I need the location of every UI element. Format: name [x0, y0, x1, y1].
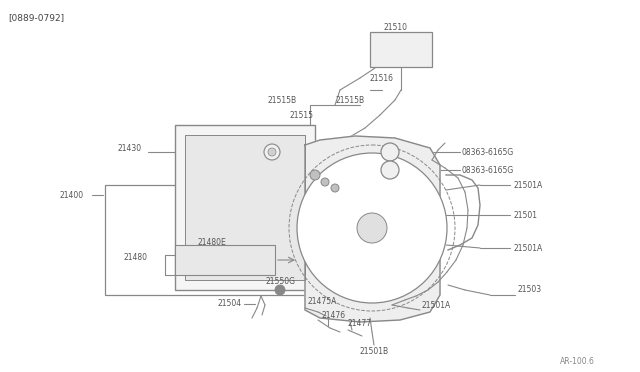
Text: 21501: 21501 — [513, 211, 537, 219]
Text: 21515: 21515 — [290, 110, 314, 119]
Text: S: S — [387, 167, 392, 173]
Text: 08363-6165G: 08363-6165G — [462, 148, 515, 157]
Text: 21475A: 21475A — [307, 298, 337, 307]
Text: AR-100.6: AR-100.6 — [560, 357, 595, 366]
Text: 21515B: 21515B — [268, 96, 297, 105]
Text: 21501A: 21501A — [513, 180, 542, 189]
Circle shape — [275, 285, 285, 295]
Text: 21430: 21430 — [118, 144, 142, 153]
Text: 21480: 21480 — [123, 253, 147, 263]
Circle shape — [297, 153, 447, 303]
Bar — [105, 185, 325, 295]
Circle shape — [381, 161, 399, 179]
Circle shape — [310, 170, 320, 180]
Bar — [175, 125, 315, 290]
Text: 21501B: 21501B — [360, 347, 389, 356]
Text: 21550G: 21550G — [265, 278, 295, 286]
Text: 21480E: 21480E — [197, 237, 226, 247]
Text: 21400F: 21400F — [333, 189, 362, 198]
Bar — [185, 135, 305, 280]
Text: 21515B: 21515B — [335, 96, 364, 105]
Text: 21400: 21400 — [60, 190, 84, 199]
Text: 21503: 21503 — [517, 285, 541, 295]
Circle shape — [268, 148, 276, 156]
Text: S: S — [387, 149, 392, 155]
Text: 21476: 21476 — [322, 311, 346, 320]
Text: 21510: 21510 — [383, 22, 407, 32]
Circle shape — [381, 143, 399, 161]
Bar — [370, 32, 432, 67]
Text: 21435N: 21435N — [198, 141, 228, 150]
Circle shape — [264, 144, 280, 160]
Text: 21516: 21516 — [370, 74, 394, 83]
Text: 21501A: 21501A — [513, 244, 542, 253]
Text: [0889-0792]: [0889-0792] — [8, 13, 64, 22]
Circle shape — [321, 178, 329, 186]
Circle shape — [331, 184, 339, 192]
Circle shape — [357, 213, 387, 243]
Text: 08363-6165G: 08363-6165G — [462, 166, 515, 174]
Text: 21501A: 21501A — [422, 301, 451, 310]
Text: 21504: 21504 — [218, 299, 242, 308]
Text: 21477: 21477 — [348, 318, 372, 327]
Polygon shape — [305, 136, 440, 322]
Bar — [175, 245, 275, 275]
Text: 21435X: 21435X — [203, 158, 232, 167]
